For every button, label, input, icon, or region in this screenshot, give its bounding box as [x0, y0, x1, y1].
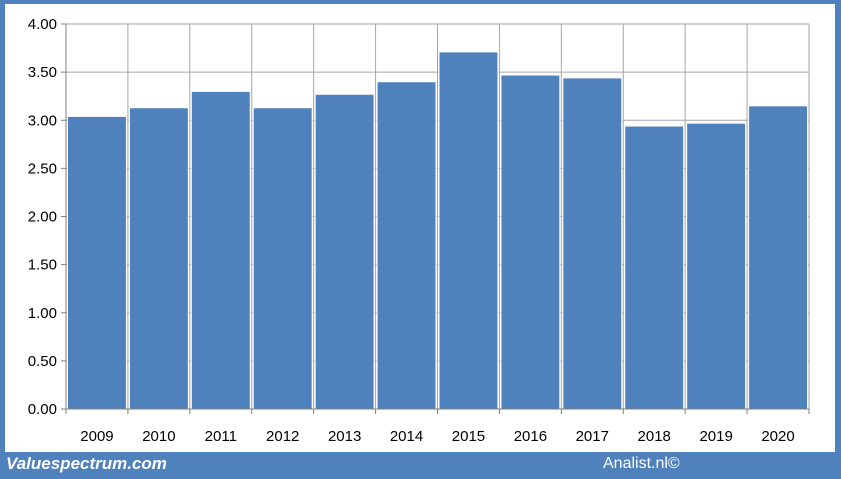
- x-tick-label: 2016: [514, 428, 547, 445]
- bar-chart: 0.00 0.50 1.00 1.50 2.00 2.50 3.00 3.50 4.00 200…: [28, 16, 810, 445]
- grid-layer: [65, 23, 810, 410]
- y-tick-label: 4.00: [28, 16, 57, 33]
- y-tick-label: 1.50: [28, 257, 57, 274]
- source-label-right: Analist.nl©: [603, 455, 680, 472]
- x-tick-label: 2015: [452, 428, 485, 445]
- chart-frame: 0.00 0.50 1.00 1.50 2.00 2.50 3.00 3.50 4.00 200…: [5, 4, 835, 452]
- source-label-left: Valuespectrum.com: [6, 454, 167, 473]
- bar-2011: [190, 90, 251, 410]
- x-tick-label: 2014: [390, 428, 423, 445]
- x-tick-label: 2018: [638, 428, 671, 445]
- y-tick-label: 2.00: [28, 209, 57, 226]
- x-tick-labels: 2009 2010 2011 2012 2013 2014 2015 2016 2017 2018…: [80, 428, 794, 445]
- x-tick-label: 2017: [576, 428, 609, 445]
- y-tick-label: 3.50: [28, 64, 57, 81]
- y-tick-labels: 0.00 0.50 1.00 1.50 2.00 2.50 3.00 3.50 4.00: [28, 16, 57, 418]
- y-tick-label: 1.00: [28, 305, 57, 322]
- x-tick-label: 2011: [205, 428, 237, 445]
- bar-2013: [314, 93, 375, 410]
- bar-2015: [438, 51, 499, 410]
- y-tick-label: 2.50: [28, 160, 57, 177]
- bar-2012: [252, 107, 313, 410]
- bars-layer: [67, 51, 808, 410]
- y-tick-label: 0.50: [28, 353, 57, 370]
- x-tick-label: 2013: [328, 428, 361, 445]
- bar-2018: [624, 125, 685, 410]
- axis-layer: [61, 23, 810, 414]
- x-tick-label: 2009: [80, 428, 113, 445]
- bar-2016: [500, 74, 561, 410]
- bar-2017: [562, 77, 623, 410]
- bar-2019: [686, 122, 747, 410]
- x-tick-label: 2020: [761, 428, 794, 445]
- bar-2020: [748, 105, 808, 410]
- y-tick-label: 0.00: [28, 401, 57, 418]
- bar-2010: [128, 107, 189, 410]
- x-tick-label: 2010: [142, 428, 175, 445]
- x-tick-label: 2019: [699, 428, 732, 445]
- y-tick-label: 3.00: [28, 112, 57, 129]
- bar-2009: [67, 115, 127, 410]
- bar-2014: [376, 81, 437, 410]
- x-tick-label: 2012: [266, 428, 299, 445]
